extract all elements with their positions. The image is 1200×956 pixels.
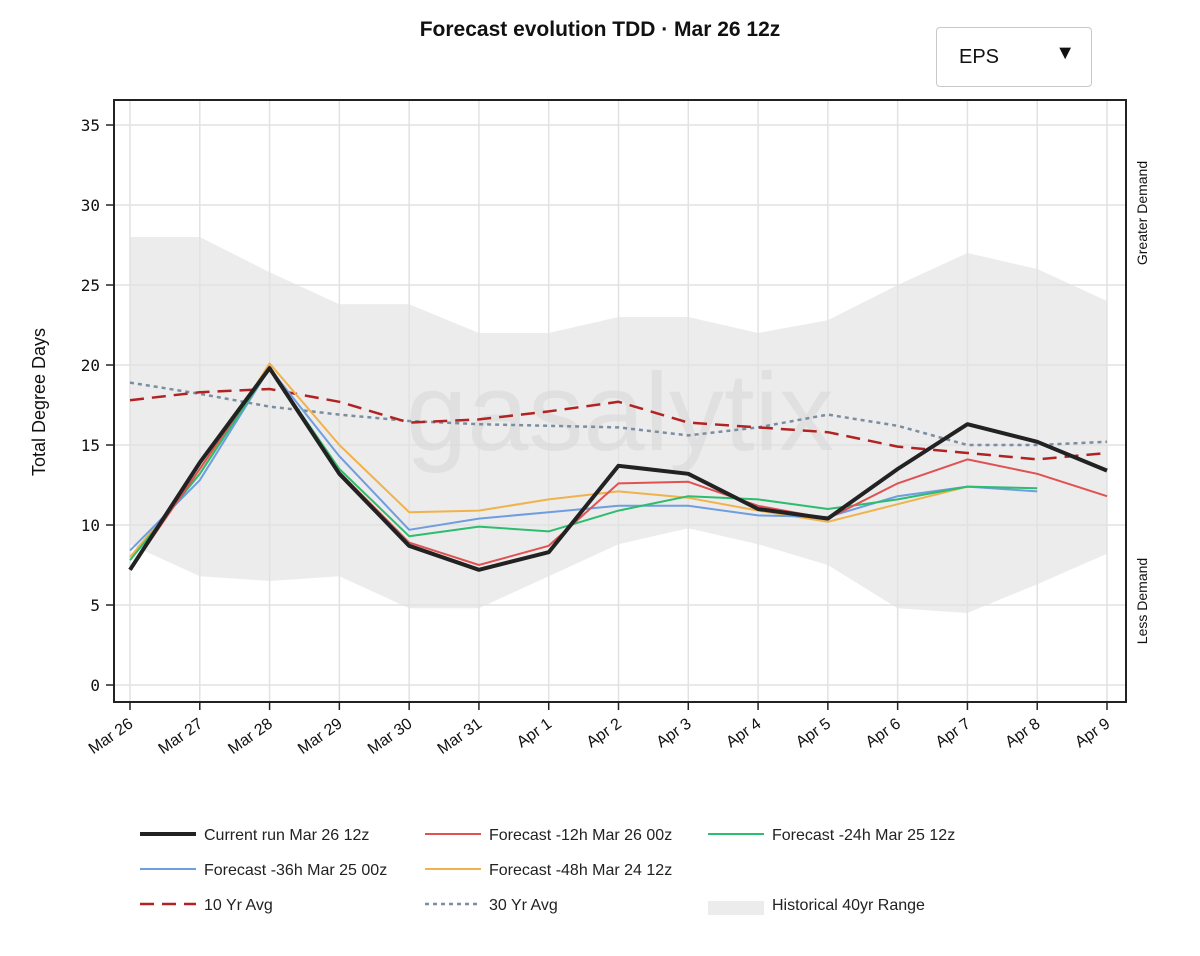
watermark-text: gasalytix — [406, 351, 834, 474]
y-tick-label: 10 — [81, 516, 100, 535]
series-line-avg30 — [129, 381, 1108, 447]
y-tick-label: 5 — [90, 596, 100, 615]
y-tick-label: 15 — [81, 436, 100, 455]
y-tick-label: 30 — [81, 196, 100, 215]
series-line-f48 — [129, 362, 968, 558]
x-tick-label: Apr 7 — [933, 715, 974, 751]
y-tick-label: 25 — [81, 276, 100, 295]
chart-title: Forecast evolution TDD · Mar 26 12z — [419, 18, 781, 41]
x-tick-label: Apr 6 — [863, 715, 904, 751]
legend-label-range: Historical 40yr Range — [772, 897, 925, 914]
y-tick-label: 20 — [81, 356, 100, 375]
series-line-current — [128, 366, 1108, 572]
legend-label-f24: Forecast -24h Mar 25 12z — [772, 827, 955, 844]
legend-label-f12: Forecast -12h Mar 26 00z — [489, 827, 672, 844]
x-tick-label: Apr 1 — [514, 715, 555, 751]
legend-label-avg10: 10 Yr Avg — [204, 897, 273, 914]
x-tick-label: Mar 26 — [86, 715, 137, 758]
plot-frame — [113, 99, 1127, 703]
x-tick-label: Mar 30 — [365, 715, 416, 758]
model-select-dropdown[interactable]: EPS ▼ — [936, 27, 1092, 87]
legend-label-current: Current run Mar 26 12z — [204, 827, 369, 844]
y-tick-label: 0 — [90, 676, 100, 695]
x-tick-label: Apr 9 — [1072, 715, 1113, 751]
legend-swatch-range — [708, 901, 764, 915]
series-line-avg10 — [129, 387, 1108, 461]
x-tick-label: Mar 31 — [435, 715, 486, 758]
y-tick-label: 35 — [81, 116, 100, 135]
x-tick-label: Apr 4 — [723, 715, 764, 751]
model-select-value: EPS — [959, 46, 1000, 68]
less-demand-label: Less Demand — [1134, 558, 1150, 644]
chevron-down-icon: ▼ — [1055, 42, 1075, 64]
y-axis-title: Total Degree Days — [29, 328, 49, 476]
legend-label-f36: Forecast -36h Mar 25 00z — [204, 862, 387, 879]
legend-label-avg30: 30 Yr Avg — [489, 897, 558, 914]
x-tick-label: Mar 28 — [225, 715, 276, 758]
greater-demand-label: Greater Demand — [1134, 161, 1150, 265]
x-tick-label: Apr 2 — [584, 715, 625, 751]
x-tick-label: Mar 27 — [156, 715, 207, 758]
x-tick-label: Apr 3 — [653, 715, 694, 751]
legend-label-f48: Forecast -48h Mar 24 12z — [489, 862, 672, 879]
x-tick-label: Apr 8 — [1002, 715, 1043, 751]
x-tick-label: Mar 29 — [295, 715, 346, 758]
x-tick-label: Apr 5 — [793, 715, 834, 751]
